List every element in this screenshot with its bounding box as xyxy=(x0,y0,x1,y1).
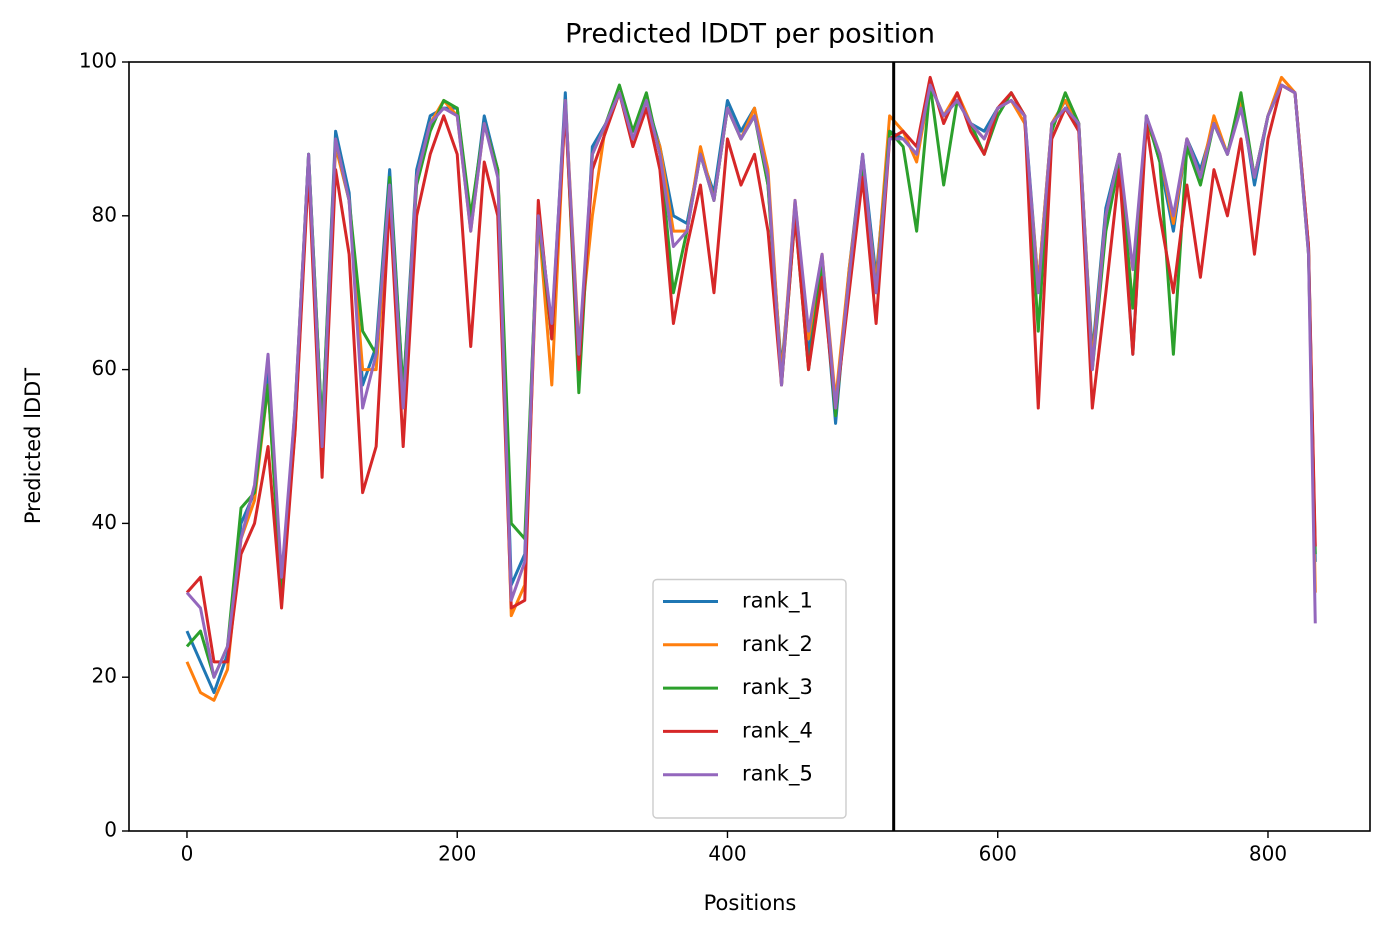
x-axis-label: Positions xyxy=(704,891,797,915)
axes-frame xyxy=(128,61,1371,832)
x-tick-label: 200 xyxy=(438,842,476,866)
y-tick-label: 0 xyxy=(104,818,117,842)
series-line xyxy=(185,83,1317,679)
x-tick-label: 600 xyxy=(979,842,1017,866)
plot-area xyxy=(185,75,1317,702)
y-tick-label: 40 xyxy=(92,510,117,534)
x-tick-label: 800 xyxy=(1249,842,1287,866)
y-tick-label: 60 xyxy=(92,356,117,380)
legend-label: rank_5 xyxy=(742,762,813,787)
x-tick-label: 0 xyxy=(181,842,194,866)
y-tick-label: 20 xyxy=(92,664,117,688)
x-tick-label: 400 xyxy=(708,842,746,866)
series-line xyxy=(185,75,1317,664)
legend-label: rank_2 xyxy=(742,632,813,657)
y-tick-label: 100 xyxy=(79,49,117,73)
y-tick-label: 80 xyxy=(92,202,117,226)
legend-label: rank_3 xyxy=(742,675,813,700)
legend-label: rank_1 xyxy=(742,589,813,614)
legend-box xyxy=(652,578,847,819)
y-axis-label: Predicted lDDT xyxy=(21,368,45,524)
chart-title: Predicted lDDT per position xyxy=(565,19,935,50)
legend-label: rank_4 xyxy=(742,718,813,743)
